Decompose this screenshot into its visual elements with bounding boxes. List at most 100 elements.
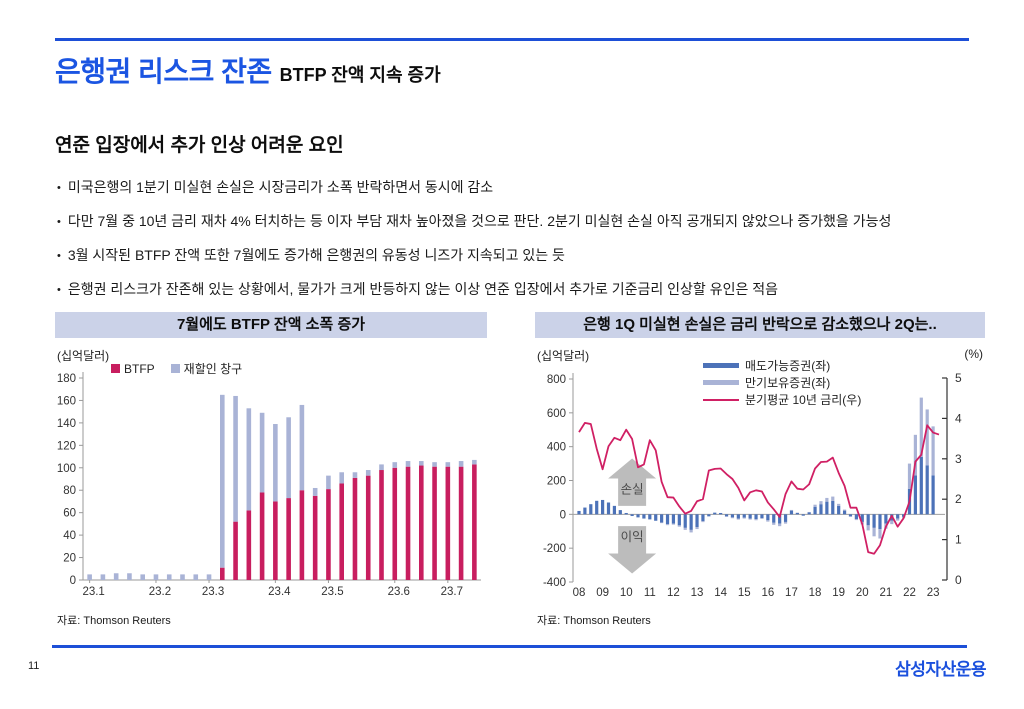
svg-text:200: 200 (547, 476, 566, 488)
svg-text:19: 19 (832, 587, 845, 599)
svg-text:22: 22 (903, 587, 916, 599)
svg-text:13: 13 (691, 587, 704, 599)
bullet-icon: • (57, 284, 61, 296)
svg-text:400: 400 (547, 442, 566, 454)
left-chart-title: 7월에도 BTFP 잔액 소폭 증가 (55, 312, 487, 338)
svg-text:23.6: 23.6 (388, 586, 410, 598)
svg-text:2: 2 (955, 492, 962, 506)
svg-text:23.7: 23.7 (441, 586, 463, 598)
left-chart-panel: 7월에도 BTFP 잔액 소폭 증가 0 20 40 60 80 100 120 140 160… (55, 312, 487, 627)
svg-text:11: 11 (644, 587, 656, 599)
legend-label: BTFP (124, 361, 155, 376)
svg-text:23.1: 23.1 (82, 586, 104, 598)
svg-text:14: 14 (714, 587, 727, 599)
right-chart-unit-left-label: (십억달러) (537, 349, 590, 363)
legend-item-btfp: BTFP (111, 362, 155, 376)
svg-text:-200: -200 (543, 543, 566, 555)
discount-window-swatch-icon (170, 364, 180, 373)
top-divider (55, 38, 969, 41)
svg-text:20: 20 (63, 553, 76, 565)
left-chart-unit-label: (십억달러) (57, 349, 110, 363)
right-chart-unit-right-label: (%) (964, 347, 983, 361)
svg-text:21: 21 (879, 587, 892, 599)
svg-text:08: 08 (573, 587, 586, 599)
svg-text:4: 4 (955, 411, 962, 425)
svg-text:3: 3 (955, 452, 962, 466)
bullet-item: • 3월 시작된 BTFP 잔액 또한 7월에도 증가해 은행권의 유동성 니즈가… (57, 245, 992, 265)
svg-text:1: 1 (955, 533, 962, 547)
legend-label: 매도가능증권(좌) (745, 359, 831, 373)
svg-text:10: 10 (620, 587, 633, 599)
btfp-swatch-icon (111, 364, 120, 373)
left-chart-canvas: 0 20 40 60 80 100 120 140 160 180 23.1 23.2 23.3 23.4… (57, 372, 481, 598)
bullet-item: • 다만 7월 중 10년 금리 재차 4% 터치하는 등 이자 부담 재차 높아… (57, 211, 992, 231)
svg-text:100: 100 (57, 463, 76, 475)
bullet-item: • 미국은행의 1분기 미실현 손실은 시장금리가 소폭 반락하면서 동시에 감소 (57, 177, 992, 197)
left-chart-source: 자료: Thomson Reuters (57, 615, 171, 627)
right-chart-body: -400 -200 0 200 400 600 800 0 1 2 3 4 5 손실 이익 08 09 10 11 1… (535, 338, 985, 606)
htm-swatch-icon (703, 380, 739, 385)
legend-item-htm: 만기보유증권(좌) (703, 374, 861, 391)
legend-item-discount-window: 재할인 창구 (170, 360, 243, 377)
svg-text:15: 15 (738, 587, 751, 599)
svg-text:0: 0 (955, 573, 962, 587)
svg-text:80: 80 (63, 485, 76, 497)
svg-text:600: 600 (547, 408, 566, 420)
svg-text:23.5: 23.5 (321, 586, 343, 598)
right-chart-source: 자료: Thomson Reuters (537, 615, 651, 627)
legend-item-afs: 매도가능증권(좌) (703, 357, 861, 374)
right-chart-legend: 매도가능증권(좌) 만기보유증권(좌) 분기평균 10년 금리(우) (703, 357, 861, 408)
svg-text:5: 5 (955, 371, 962, 385)
right-chart-panel: 은행 1Q 미실현 손실은 금리 반락으로 감소했으나 2Q는.. -400 -2… (535, 312, 985, 627)
left-chart-body: 0 20 40 60 80 100 120 140 160 180 23.1 23.2 23.3 23.4… (55, 338, 487, 606)
legend-label: 분기평균 10년 금리(우) (745, 393, 862, 407)
svg-text:18: 18 (809, 587, 822, 599)
bullet-item: • 은행권 리스크가 잔존해 있는 상황에서, 물가가 크게 반등하지 않는 이상… (57, 279, 992, 299)
page-title: 은행권 리스크 잔존 BTFP 잔액 지속 증가 (55, 50, 441, 90)
svg-text:12: 12 (667, 587, 680, 599)
bullet-text: 은행권 리스크가 잔존해 있는 상황에서, 물가가 크게 반등하지 않는 이상 … (67, 281, 778, 297)
svg-text:0: 0 (560, 509, 566, 521)
svg-text:800: 800 (547, 374, 566, 386)
page-title-sub: BTFP 잔액 지속 증가 (279, 65, 441, 85)
bullet-icon: • (57, 250, 61, 262)
bullet-icon: • (57, 182, 61, 194)
svg-text:60: 60 (63, 508, 76, 520)
svg-text:손실: 손실 (621, 483, 644, 497)
page-number: 11 (28, 660, 40, 672)
svg-text:160: 160 (57, 395, 76, 407)
bottom-divider (52, 645, 967, 648)
legend-label: 만기보유증권(좌) (745, 376, 831, 390)
bullet-icon: • (57, 216, 61, 228)
section-heading: 연준 입장에서 추가 인상 어려운 요인 (55, 135, 344, 156)
left-chart-legend: BTFP 재할인 창구 (111, 360, 242, 377)
bullet-text: 미국은행의 1분기 미실현 손실은 시장금리가 소폭 반락하면서 동시에 감소 (67, 179, 494, 195)
svg-text:16: 16 (761, 587, 774, 599)
bullet-text: 3월 시작된 BTFP 잔액 또한 7월에도 증가해 은행권의 유동성 니즈가 … (67, 247, 565, 263)
svg-text:23: 23 (927, 587, 940, 599)
svg-text:23.3: 23.3 (202, 586, 224, 598)
svg-text:23.4: 23.4 (268, 586, 291, 598)
svg-text:0: 0 (70, 575, 76, 587)
bullet-list: • 미국은행의 1분기 미실현 손실은 시장금리가 소폭 반락하면서 동시에 감소… (57, 177, 992, 313)
legend-label: 재할인 창구 (183, 362, 243, 376)
svg-text:140: 140 (57, 418, 76, 430)
legend-item-rate: 분기평균 10년 금리(우) (703, 391, 861, 408)
right-chart-title: 은행 1Q 미실현 손실은 금리 반락으로 감소했으나 2Q는.. (535, 312, 985, 338)
company-logo: 삼성자산운용 (895, 660, 986, 679)
svg-text:40: 40 (63, 530, 76, 542)
rate-line-swatch-icon (703, 398, 739, 401)
svg-text:이익: 이익 (621, 530, 644, 544)
afs-swatch-icon (703, 363, 739, 368)
svg-text:20: 20 (856, 587, 869, 599)
bullet-text: 다만 7월 중 10년 금리 재차 4% 터치하는 등 이자 부담 재차 높아졌… (67, 213, 892, 229)
svg-text:120: 120 (57, 440, 76, 452)
page-title-main: 은행권 리스크 잔존 (55, 56, 272, 87)
svg-text:180: 180 (57, 373, 76, 385)
svg-text:-400: -400 (543, 577, 566, 589)
svg-text:17: 17 (785, 587, 798, 599)
svg-text:23.2: 23.2 (149, 586, 171, 598)
svg-text:09: 09 (596, 587, 609, 599)
